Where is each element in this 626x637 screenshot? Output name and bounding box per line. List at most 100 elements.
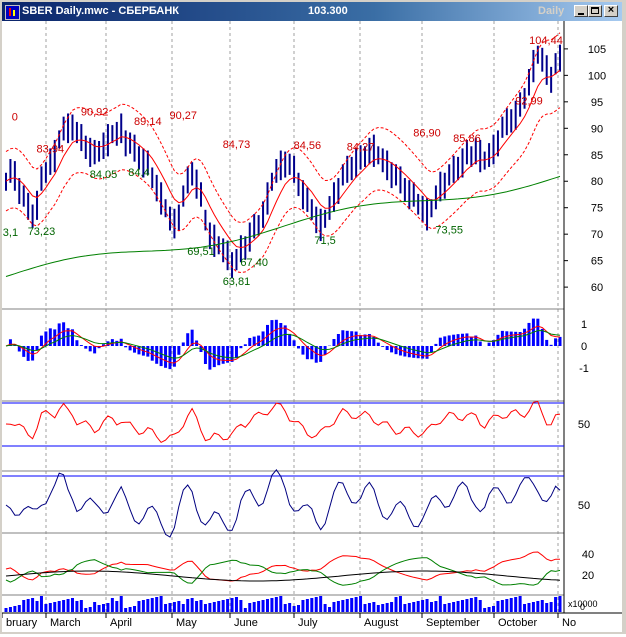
volume-bar (239, 600, 243, 612)
volume-bar (350, 598, 354, 612)
volume-bar (434, 601, 438, 612)
volume-bar (22, 600, 26, 612)
month-label: April (110, 617, 132, 629)
macd-tick-label: 0 (581, 341, 587, 353)
last-price: 103.300 (308, 5, 348, 17)
volume-bar (226, 599, 230, 612)
rsi-tick-label: 50 (578, 419, 590, 431)
volume-bar (88, 607, 92, 612)
dmi-minus-line (5, 557, 561, 586)
indicator-lines (2, 32, 564, 586)
macd-signal-line (5, 325, 561, 364)
volume-bar (177, 601, 181, 612)
volume-bar (549, 602, 553, 612)
volume-bar (554, 597, 558, 612)
volume-bar (558, 596, 562, 612)
high-label: 104,44 (529, 35, 563, 47)
volume-bar (115, 601, 119, 612)
window-title: SBER Daily.mwc - СБЕРБАНК (22, 5, 179, 17)
volume-bar (97, 605, 101, 612)
volume-bar (328, 607, 332, 612)
high-label: 90,92 (81, 106, 109, 118)
volume-bar (505, 599, 509, 612)
volume-bar (279, 596, 283, 612)
volume-bar (155, 597, 159, 612)
month-label: October (498, 617, 537, 629)
close-button[interactable]: × (604, 4, 618, 17)
volume-bar (314, 597, 318, 612)
volume-bar (4, 608, 8, 612)
volume-bar (323, 604, 327, 612)
dmi-tick-label: 40 (582, 549, 594, 561)
close-icon: × (607, 4, 615, 16)
dmi-tick-label: 20 (582, 570, 594, 582)
macd-tick-label: 1 (581, 319, 587, 331)
volume-bar (332, 602, 336, 612)
volume-bar (492, 606, 496, 612)
minimize-button[interactable] (574, 5, 588, 17)
ema-fast-line (5, 69, 561, 249)
high-label: 84,73 (223, 139, 251, 151)
volume-bar (168, 603, 172, 612)
volume-bar (341, 600, 345, 612)
adx-line (5, 570, 561, 582)
volume-bar (354, 597, 358, 612)
volume-bar (274, 597, 278, 612)
volume-bar (429, 602, 433, 612)
volume-bar (359, 596, 363, 612)
volume-bar (536, 601, 540, 612)
month-label: June (234, 617, 258, 629)
volume-bar (500, 600, 504, 612)
volume-bar (234, 597, 238, 612)
volume-bar (292, 606, 296, 612)
high-label: 90,27 (170, 110, 198, 122)
high-label: 84,56 (294, 140, 322, 152)
volume-bar (133, 606, 137, 612)
volume-bar (367, 603, 371, 612)
volume-bar (465, 599, 469, 612)
high-label: 83,94 (37, 143, 65, 155)
volume-bar (456, 601, 460, 612)
price-tick-label: 80 (591, 176, 603, 188)
volume-scale-label: x10000 (568, 599, 598, 609)
volume-bar (8, 607, 12, 612)
price-tick-label: 65 (591, 256, 603, 268)
volume-bar (26, 599, 30, 612)
volume-bar (195, 601, 199, 612)
dmi-plus-line (5, 551, 561, 582)
volume-bar (283, 604, 287, 612)
low-label: 73,55 (435, 224, 463, 236)
volume-bar (447, 603, 451, 612)
title-bar[interactable]: SBER Daily.mwc - СБЕРБАНК 103.300 Daily … (2, 2, 622, 21)
volume-bar (137, 601, 141, 612)
maximize-button[interactable] (588, 5, 602, 17)
grid-layer (45, 21, 559, 613)
month-label: March (50, 617, 81, 629)
volume-bar (394, 597, 398, 612)
volume-bar (319, 596, 323, 612)
volume-bar (44, 604, 48, 612)
low-label: 3,1 (3, 227, 18, 239)
volume-bar (372, 602, 376, 612)
low-label: 84,4 (128, 167, 149, 179)
high-label: 84,27 (347, 142, 375, 154)
volume-bar (172, 602, 176, 612)
chart-area[interactable]: 0 83,94 90,92 89,14 90,27 84,73 84,56 84,27 86,9… (1, 21, 622, 632)
month-label: July (298, 617, 318, 629)
volume-pane (4, 596, 562, 612)
volume-bar (305, 599, 309, 612)
volume-bar (102, 604, 106, 612)
volume-bar (62, 600, 66, 612)
volume-tick-label: 0 (580, 602, 585, 612)
volume-bar (190, 598, 194, 612)
month-label: September (426, 617, 480, 629)
volume-bar (110, 598, 114, 612)
volume-bar (243, 608, 247, 612)
volume-bar (509, 598, 513, 612)
volume-bar (75, 601, 79, 612)
chart-svg[interactable]: 0 83,94 90,92 89,14 90,27 84,73 84,56 84,27 86,9… (1, 21, 622, 632)
volume-bar (17, 605, 21, 612)
volume-bar (252, 602, 256, 612)
volume-bar (469, 598, 473, 612)
